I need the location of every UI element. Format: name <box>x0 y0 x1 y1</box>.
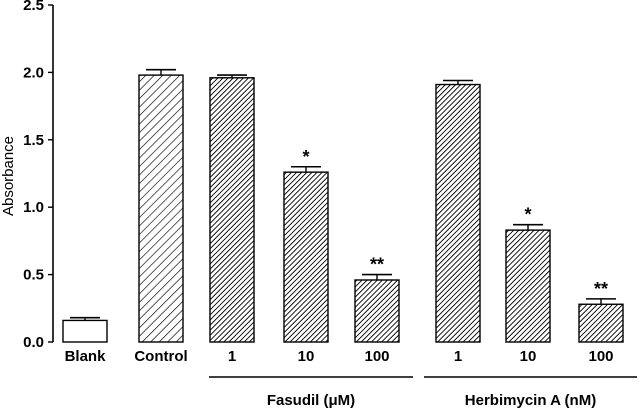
category-label: 1 <box>228 348 236 365</box>
group-label: Herbimycin A (nM) <box>465 392 596 409</box>
category-label: 10 <box>520 348 537 365</box>
category-label: 100 <box>364 348 389 365</box>
y-tick-label: 0.0 <box>23 334 44 351</box>
significance-mark: * <box>302 147 309 167</box>
category-label: 10 <box>298 348 315 365</box>
bar-2 <box>209 77 255 343</box>
y-tick-label: 1.0 <box>23 199 44 216</box>
bar-7 <box>578 303 624 343</box>
group-label: Fasudil (μM) <box>267 392 355 409</box>
bar-6 <box>505 229 551 343</box>
bar-0 <box>62 319 108 343</box>
y-axis-label: Absorbance <box>0 136 17 216</box>
significance-mark: ** <box>370 255 384 275</box>
y-axis: 0.0 0.5 1.0 1.5 2.0 2.5 <box>23 0 54 351</box>
y-tick-label: 0.5 <box>23 267 44 284</box>
significance-mark: * <box>524 205 531 225</box>
y-tick-label: 1.5 <box>23 132 44 149</box>
category-label: 1 <box>454 348 462 365</box>
group-labels: Fasudil (μM) Herbimycin A (nM) <box>209 376 637 409</box>
category-labels: Blank Control 1 10 100 1 10 100 <box>65 348 614 365</box>
bar-3 <box>283 171 329 343</box>
bar-4 <box>354 279 400 343</box>
bar-1 <box>138 74 184 343</box>
y-tick-label: 2.5 <box>23 0 44 14</box>
significance-mark: ** <box>594 279 608 299</box>
bars-group: ****** <box>62 68 624 343</box>
y-tick-label: 2.0 <box>23 64 44 81</box>
category-label: Control <box>134 348 187 365</box>
category-label: 100 <box>588 348 613 365</box>
category-label: Blank <box>65 348 107 365</box>
bar-5 <box>435 83 481 343</box>
